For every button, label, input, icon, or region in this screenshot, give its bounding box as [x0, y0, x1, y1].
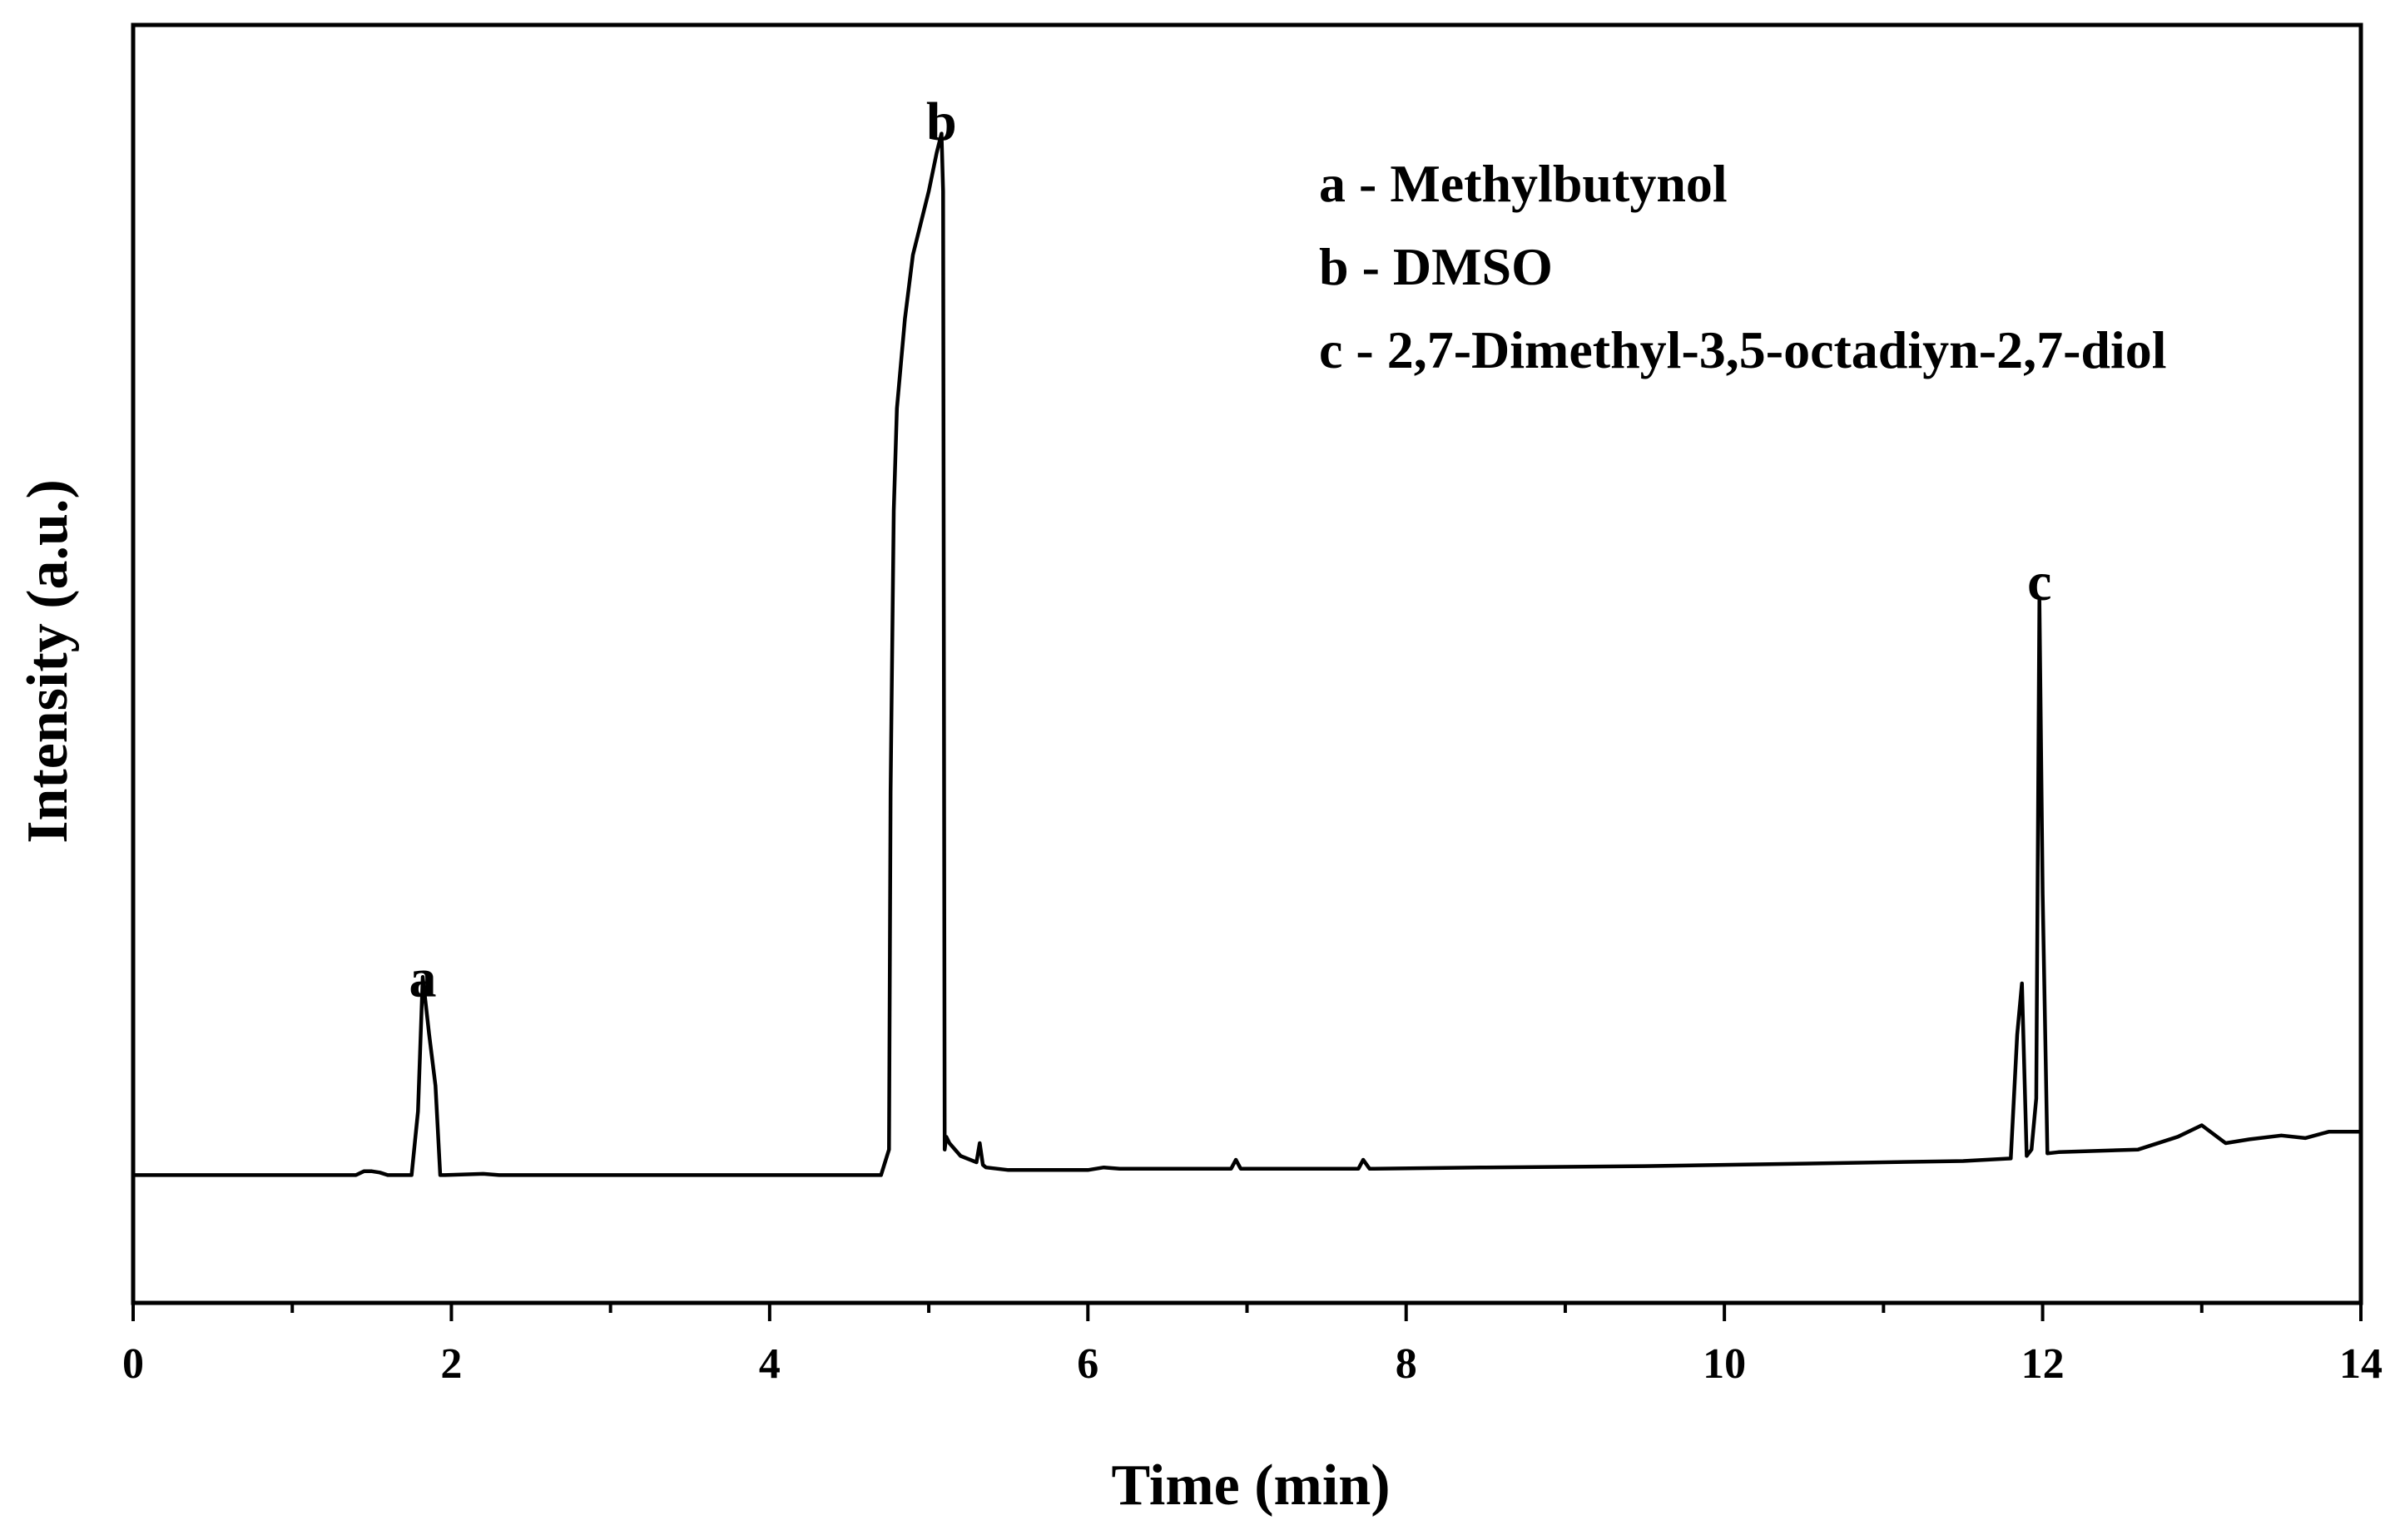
x-tick-label: 4 [759, 1340, 781, 1388]
x-tick-label: 10 [1703, 1340, 1746, 1388]
x-tick-label: 14 [2339, 1340, 2383, 1388]
peak-label-b: b [926, 92, 957, 152]
legend-entry: a - Methylbutynol [1319, 154, 1728, 213]
peak-label-c: c [2027, 552, 2051, 612]
y-axis-title: Intensity (a.u.) [16, 479, 80, 844]
x-tick-label: 8 [1396, 1340, 1417, 1388]
x-tick-label: 12 [2021, 1340, 2065, 1388]
series-line [133, 131, 2361, 1177]
legend-entry: b - DMSO [1319, 237, 1553, 296]
legend-entry: c - 2,7-Dimethyl-3,5-octadiyn-2,7-diol [1319, 320, 2167, 379]
x-tick-label: 2 [440, 1340, 462, 1388]
peak-label-a: a [409, 948, 437, 1008]
x-axis-title: Time (min) [1111, 1453, 1390, 1518]
x-tick-label: 6 [1077, 1340, 1098, 1388]
x-tick-label: 0 [122, 1340, 144, 1388]
